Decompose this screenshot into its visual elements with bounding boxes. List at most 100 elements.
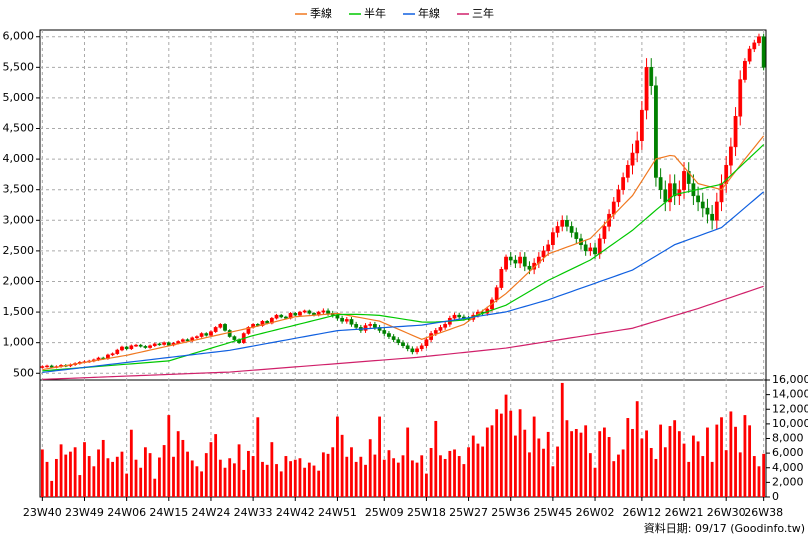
candle-body (654, 85, 658, 178)
volume-bar (167, 415, 171, 497)
candle-body (387, 333, 391, 337)
x-tick-label: 24W24 (192, 506, 231, 519)
volume-bar (621, 449, 625, 497)
volume-bar (303, 467, 307, 497)
volume-bar (499, 413, 503, 497)
x-tick-label: 26W30 (707, 506, 746, 519)
candle-body (129, 345, 134, 350)
candle-body (668, 183, 672, 203)
y-tick-label: 4,500 (3, 122, 35, 135)
candle-body (134, 344, 138, 347)
volume-bar (495, 409, 499, 497)
volume-bar (649, 448, 653, 497)
volume-bar (738, 452, 742, 497)
volume-bar (101, 439, 105, 497)
x-tick-label: 25W09 (365, 506, 404, 519)
candle-body (513, 259, 518, 264)
volume-bar (312, 465, 316, 497)
volume-bar (176, 431, 180, 497)
volume-bar (687, 461, 691, 497)
volume-bar (78, 475, 82, 497)
candle-body (335, 314, 340, 319)
candle-body (560, 220, 565, 227)
volume-bar (50, 480, 54, 497)
candle-body (279, 314, 284, 318)
candle-body (415, 348, 419, 353)
candle-body (710, 213, 715, 221)
candle-body (728, 146, 733, 166)
volume-bar (345, 456, 349, 497)
x-tick-label: 24W06 (107, 506, 146, 519)
candle-body (199, 333, 204, 337)
volume-bar (265, 464, 269, 497)
candle-body (508, 256, 513, 261)
candle-body (757, 36, 761, 44)
volume-bar (706, 427, 709, 497)
ma-line (42, 135, 765, 371)
volume-bar (228, 458, 232, 497)
candle-body (354, 324, 359, 328)
volume-bar (429, 448, 433, 497)
volume-bar (640, 438, 644, 497)
volume-bar (588, 453, 592, 497)
candle-body (120, 346, 124, 351)
volume-bar (476, 443, 480, 497)
volume-bar (186, 451, 189, 497)
candle-body (644, 67, 649, 111)
y2-tick-label: 0 (772, 490, 779, 503)
candle-body (45, 365, 49, 368)
candle-body (733, 116, 738, 148)
candle-body (223, 324, 227, 331)
candle-body (616, 189, 621, 203)
candle-body (307, 310, 312, 314)
volume-bar (364, 464, 367, 497)
x-tick-label: 26W02 (576, 506, 615, 519)
volume-bar (439, 455, 442, 497)
volume-bar (378, 416, 381, 497)
volume-bar (490, 425, 494, 497)
y-tick-label: 5,000 (3, 91, 35, 104)
candle-body (588, 247, 593, 252)
candle-body (293, 313, 298, 316)
candle-body (166, 342, 171, 346)
volume-bar (729, 411, 733, 497)
volume-bar (453, 449, 456, 497)
volume-bar (387, 450, 391, 497)
volume-bar (359, 456, 363, 497)
x-tick-label: 24W33 (234, 506, 273, 519)
candle-body (494, 287, 499, 301)
y-tick-label: 2,000 (3, 274, 35, 287)
candle-body (110, 353, 115, 356)
volume-bar (368, 439, 372, 497)
x-tick-label: 25W36 (491, 506, 530, 519)
volume-bar (710, 461, 714, 497)
candle-body (138, 344, 143, 347)
volume-bar (481, 446, 485, 497)
volume-bar (448, 450, 452, 497)
volume-bar (331, 447, 335, 497)
volume-bar (682, 443, 686, 497)
candle-body (344, 319, 349, 322)
volume-bar (696, 441, 700, 497)
volume-bar (537, 438, 541, 497)
candle-body (649, 67, 654, 86)
candle-body (583, 244, 588, 252)
volume-bar (125, 473, 129, 497)
x-tick-label: 25W27 (449, 506, 488, 519)
volume-bar (279, 471, 283, 497)
candle-body (115, 349, 120, 354)
y2-tick-label: 16,000 (772, 373, 808, 386)
volume-bar (457, 456, 461, 497)
candle-body (326, 310, 330, 314)
volume-bar (317, 470, 321, 497)
volume-bar (631, 428, 634, 497)
candle-body (218, 324, 223, 328)
y-tick-label: 1,500 (3, 305, 35, 318)
volume-bar (504, 394, 508, 497)
candle-body (410, 348, 415, 353)
ma-line (42, 191, 765, 373)
candle-body (391, 336, 396, 340)
candle-body (405, 345, 410, 350)
candle-body (162, 342, 167, 345)
volume-bar (514, 435, 517, 497)
